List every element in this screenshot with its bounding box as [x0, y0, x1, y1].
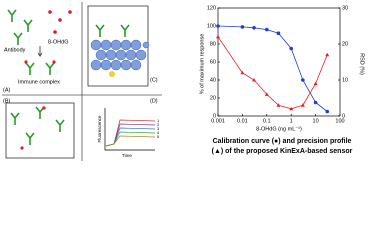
y2-tick-label: 30 — [342, 5, 348, 11]
marker — [300, 103, 305, 107]
marker — [313, 100, 318, 105]
marker — [276, 31, 281, 35]
curve-label: 1 — [157, 118, 160, 123]
x-axis-label: 8-OHdG (ng mL⁻¹) — [256, 126, 302, 132]
marker — [252, 26, 256, 30]
marker — [252, 78, 257, 82]
y2-axis-label: RSD (%) — [359, 53, 365, 75]
y2-tick-label: 20 — [342, 41, 348, 47]
label: Antibody — [4, 47, 26, 53]
column — [5, 102, 75, 159]
y-tick-label: 0 — [213, 113, 216, 119]
d-curves — [105, 119, 156, 147]
d-axes — [104, 108, 155, 151]
y-tick-label: 20 — [210, 95, 216, 101]
curve-label: 2 — [157, 122, 160, 127]
marker — [216, 34, 220, 39]
label-dot — [109, 71, 115, 77]
y-axis-label: % of maximum response — [199, 34, 205, 95]
label: Immune complex — [18, 79, 60, 85]
plot-frame — [217, 7, 341, 117]
y2-tick-label: 0 — [342, 113, 345, 119]
marker — [240, 25, 245, 29]
y-tick-label: 100 — [207, 23, 216, 29]
series-line — [217, 25, 328, 112]
page: Antibody 8-OHdG Immune complex (A) (B) (… — [2, 2, 365, 161]
panel-label: (A) — [3, 87, 11, 93]
marker — [276, 103, 281, 107]
x-tick-label: 0.01 — [237, 118, 248, 124]
curve-label: 4 — [157, 130, 160, 135]
beads — [90, 39, 150, 71]
panel-label: (D) — [150, 98, 158, 104]
panel-label: (C) — [150, 77, 158, 83]
arrow — [37, 46, 43, 58]
marker — [325, 109, 330, 114]
y-tick-label: 40 — [210, 77, 216, 83]
marker — [289, 46, 294, 51]
diagram: Antibody 8-OHdG Immune complex (A) (B) (… — [2, 2, 162, 161]
figure: Antibody 8-OHdG Immune complex (A) (B) (… — [2, 2, 365, 161]
marker — [301, 78, 305, 82]
axis-label: Time — [122, 153, 132, 158]
marker — [264, 92, 269, 96]
axis-label: Fluorescence — [97, 115, 102, 143]
curve-label: 5 — [157, 134, 160, 139]
caption: Calibration curve (●) and precision prof… — [213, 138, 352, 145]
marker — [313, 81, 318, 86]
caption: (▲) of the proposed KinExA-based sensor — [212, 148, 353, 155]
marker — [325, 52, 330, 57]
y-tick-label: 60 — [210, 59, 216, 65]
series-line — [217, 36, 328, 110]
x-tick-label: 1 — [290, 118, 293, 124]
panel-label: (B) — [3, 98, 11, 104]
curve-label: 3 — [157, 126, 160, 131]
marker — [216, 24, 220, 28]
antibodies — [7, 9, 130, 145]
x-tick-label: 0.1 — [263, 118, 271, 124]
marker — [240, 70, 245, 75]
x-tick-label: 0.001 — [211, 118, 225, 124]
label: 8-OHdG — [48, 39, 68, 45]
chart: % of maximum response RSD (%) 8-OHdG (ng… — [199, 5, 364, 154]
marker — [289, 106, 294, 111]
x-tick-label: 100 — [335, 118, 344, 124]
analytes — [20, 10, 72, 150]
x-tick-label: 10 — [313, 118, 319, 124]
y2-tick-label: 10 — [342, 77, 348, 83]
y-tick-label: 120 — [207, 5, 216, 11]
y-tick-label: 80 — [210, 41, 216, 47]
marker — [265, 27, 269, 32]
